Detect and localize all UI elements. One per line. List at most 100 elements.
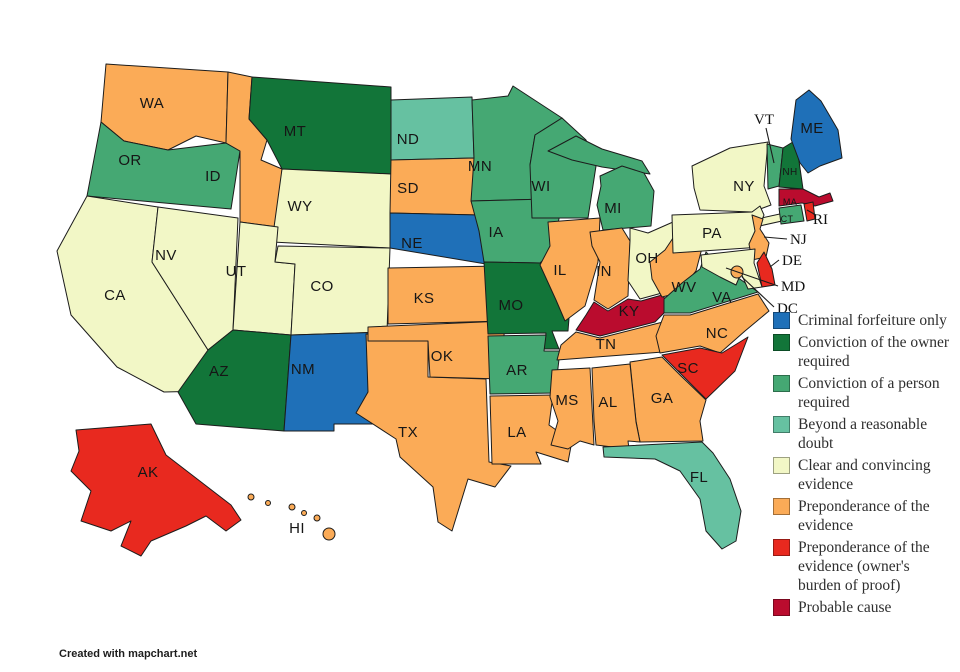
callout-lines-layer — [725, 127, 817, 308]
state-shape-MA — [778, 188, 834, 207]
state-label-FL: FL — [690, 469, 708, 486]
state-label-SD: SD — [397, 180, 419, 197]
state-label-IN: IN — [596, 263, 612, 280]
state-label-VA: VA — [712, 289, 732, 306]
legend: Criminal forfeiture only Conviction of th… — [773, 311, 953, 620]
state-label-WY: WY — [288, 198, 313, 215]
callout-label-MD: MD — [781, 279, 805, 295]
state-label-NY: NY — [733, 178, 755, 195]
state-label-CT: CT — [781, 214, 794, 224]
state-label-SC: SC — [677, 360, 699, 377]
state-shape-CT — [778, 204, 805, 225]
callout-line-VT — [765, 127, 775, 164]
state-label-NV: NV — [155, 247, 177, 264]
state-shape-MI — [596, 165, 655, 231]
legend-swatch-conviction_person — [773, 375, 790, 392]
state-label-MT: MT — [284, 123, 306, 140]
state-label-OR: OR — [118, 152, 141, 169]
state-label-MN: MN — [468, 158, 492, 175]
legend-item-label: Beyond a reasonable doubt — [798, 416, 928, 452]
callout-label-DE: DE — [782, 253, 802, 269]
state-label-OK: OK — [431, 348, 453, 365]
legend-swatch-conviction_owner — [773, 334, 790, 351]
state-label-MA: MA — [783, 197, 797, 207]
callout-line-MD — [725, 267, 779, 287]
state-label-OH: OH — [635, 250, 658, 267]
state-label-ME: ME — [800, 120, 823, 137]
legend-item-label: Conviction of the owner required — [798, 334, 950, 370]
state-label-TX: TX — [398, 424, 418, 441]
legend-swatch-beyond_reasonable_doubt — [773, 416, 790, 433]
state-label-KS: KS — [414, 290, 435, 307]
state-label-LA: LA — [507, 424, 526, 441]
state-shape-MI — [547, 135, 651, 175]
state-shape-MT — [248, 76, 392, 175]
state-label-TN: TN — [596, 336, 617, 353]
callout-line-DC — [741, 276, 775, 308]
state-shape-WV — [649, 237, 703, 298]
state-shape-NY — [691, 141, 772, 213]
state-shape-HI — [313, 514, 321, 522]
legend-item-conviction_person: Conviction of a person required — [773, 374, 953, 412]
state-label-NM: NM — [291, 361, 315, 378]
state-label-WA: WA — [140, 95, 164, 112]
legend-item-preponderance_owner: Preponderance of the evidence (owner's b… — [773, 538, 953, 595]
legend-item-label: Clear and convincing evidence — [798, 457, 931, 493]
state-label-HI: HI — [289, 520, 305, 537]
attribution-text: Created with mapchart.net — [59, 648, 198, 660]
callout-label-RI: RI — [813, 212, 828, 228]
state-label-KY: KY — [619, 303, 640, 320]
legend-item-preponderance: Preponderance of the evidence — [773, 497, 953, 535]
state-label-AZ: AZ — [209, 363, 229, 380]
legend-item-label: Preponderance of the evidence (owner's b… — [798, 539, 930, 594]
legend-swatch-preponderance_owner — [773, 539, 790, 556]
legend-item-probable_cause: Probable cause — [773, 598, 953, 617]
legend-swatch-probable_cause — [773, 599, 790, 616]
state-label-IL: IL — [553, 262, 566, 279]
state-label-NC: NC — [706, 325, 728, 342]
callout-line-DE — [769, 259, 780, 268]
state-shape-HI — [265, 500, 271, 506]
states-layer — [56, 63, 843, 557]
state-label-NH: NH — [782, 167, 797, 178]
state-label-AK: AK — [138, 464, 159, 481]
state-shape-HI — [288, 503, 296, 511]
state-label-WV: WV — [672, 279, 697, 296]
state-label-MO: MO — [499, 297, 524, 314]
state-shape-AL — [591, 363, 641, 450]
state-label-ID: ID — [205, 168, 221, 185]
state-label-WI: WI — [531, 178, 550, 195]
state-label-CA: CA — [104, 287, 126, 304]
state-shape-ME — [790, 89, 843, 174]
state-shape-MS — [549, 367, 595, 450]
callout-label-NJ: NJ — [790, 232, 807, 248]
state-shape-HI — [247, 493, 255, 501]
state-shape-FL — [602, 441, 742, 550]
legend-swatch-preponderance — [773, 498, 790, 515]
state-shape-HI — [301, 510, 307, 516]
legend-item-label: Preponderance of the evidence — [798, 498, 930, 534]
legend-item-label: Probable cause — [798, 599, 892, 616]
state-shape-HI — [322, 527, 336, 541]
state-shape-AK — [70, 423, 242, 557]
state-shape-ND — [390, 96, 475, 161]
legend-swatch-clear_convincing — [773, 457, 790, 474]
state-shape-IN — [589, 227, 631, 310]
callout-line-RI — [806, 209, 817, 216]
state-label-UT: UT — [226, 263, 247, 280]
legend-item-criminal: Criminal forfeiture only — [773, 311, 953, 330]
legend-item-conviction_owner: Conviction of the owner required — [773, 333, 953, 371]
legend-item-label: Conviction of a person required — [798, 375, 940, 411]
state-label-AL: AL — [598, 394, 617, 411]
callout-line-NJ — [763, 236, 788, 240]
state-shape-ID — [225, 71, 283, 228]
state-label-GA: GA — [651, 390, 673, 407]
state-label-CO: CO — [310, 278, 333, 295]
labels-layer: WA OR CA NV ID MT WY UT CO AZ NM TX ND SD NE KS OK MN IA MO… — [104, 95, 828, 537]
state-shape-LA — [489, 394, 573, 465]
state-shape-WI — [529, 117, 597, 219]
legend-item-label: Criminal forfeiture only — [798, 312, 947, 329]
state-shape-NC — [655, 293, 770, 354]
state-label-IA: IA — [489, 224, 504, 241]
